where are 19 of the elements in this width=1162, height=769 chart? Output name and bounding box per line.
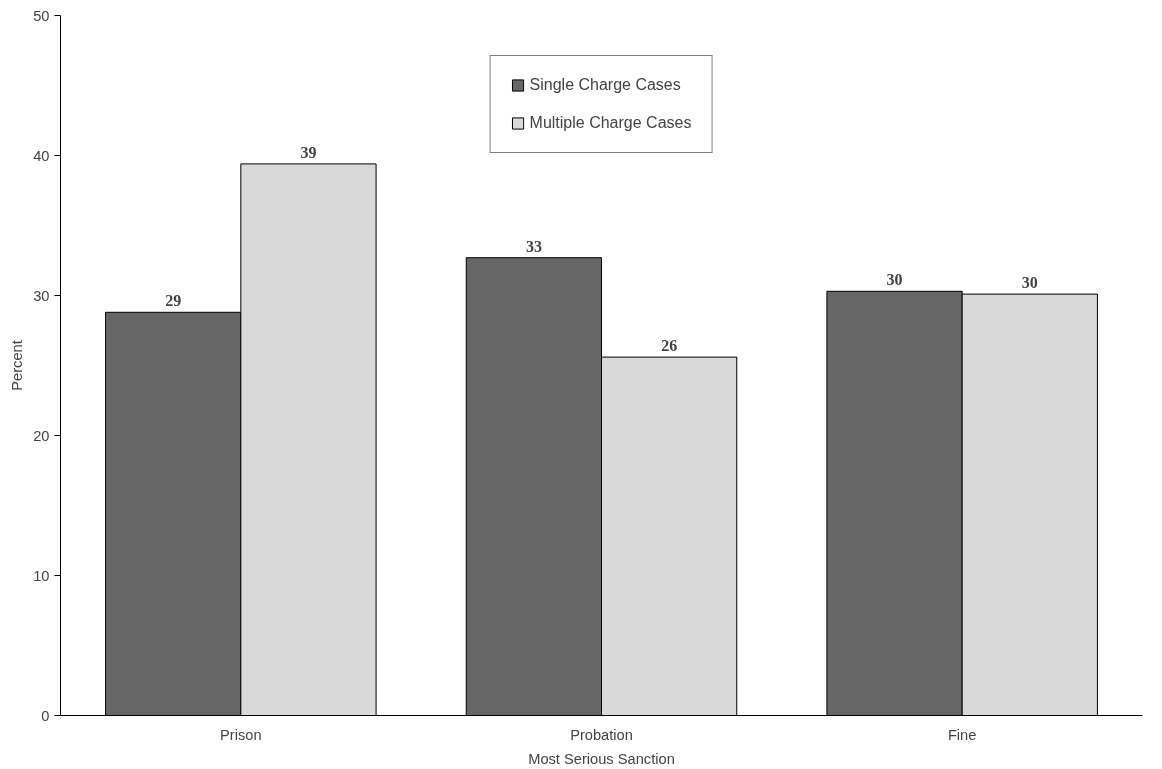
x-tick-label: Prison (220, 726, 262, 743)
data-label: 30 (1021, 274, 1038, 292)
data-label: 29 (165, 292, 182, 310)
legend-label: Multiple Charge Cases (529, 114, 692, 132)
data-label: 39 (300, 143, 317, 161)
data-label: 33 (525, 237, 542, 255)
x-axis-title: Most Serious Sanction (528, 750, 675, 767)
x-tick-label: Fine (947, 726, 977, 743)
y-tick-label: 20 (33, 427, 50, 444)
y-tick-label: 10 (33, 567, 50, 584)
y-tick-label: 0 (41, 707, 50, 724)
x-tick-label: Probation (570, 726, 633, 743)
legend-label: Single Charge Cases (529, 76, 681, 94)
y-tick-label: 30 (33, 287, 50, 304)
y-tick-label: 40 (33, 147, 50, 164)
y-axis-title: Percent (9, 340, 26, 391)
y-tick-label: 50 (33, 7, 50, 24)
data-label: 30 (886, 271, 903, 289)
data-label: 26 (661, 337, 678, 355)
